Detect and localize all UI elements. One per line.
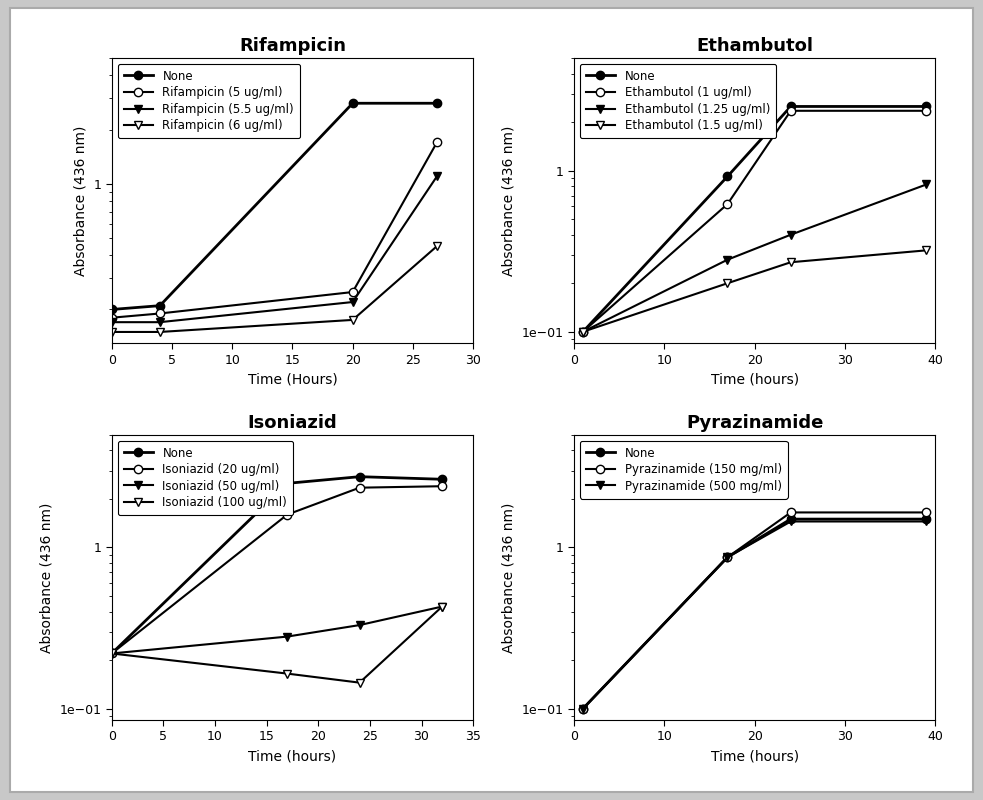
Isoniazid (100 ug/ml) (106, 649, 118, 658)
Ethambutol (1.25 ug/ml) (920, 180, 932, 190)
None (154, 301, 166, 310)
X-axis label: Time (hours): Time (hours) (711, 749, 798, 763)
None (577, 327, 589, 337)
Isoniazid (100 ug/ml) (354, 678, 366, 687)
Ethambutol (1.5 ug/ml) (722, 278, 733, 288)
Pyrazinamide (500 mg/ml) (920, 517, 932, 526)
Rifampicin (6 ug/ml) (432, 242, 443, 251)
Rifampicin (5 ug/ml) (347, 287, 359, 297)
None (281, 478, 293, 488)
Isoniazid (20 ug/ml) (354, 483, 366, 493)
None (432, 98, 443, 108)
None (920, 102, 932, 111)
Rifampicin (5 ug/ml) (432, 138, 443, 147)
Ethambutol (1.5 ug/ml) (784, 258, 796, 267)
None (354, 472, 366, 482)
Pyrazinamide (150 mg/ml) (784, 508, 796, 518)
X-axis label: Time (hours): Time (hours) (249, 749, 336, 763)
Legend: None, Rifampicin (5 ug/ml), Rifampicin (5.5 ug/ml), Rifampicin (6 ug/ml): None, Rifampicin (5 ug/ml), Rifampicin (… (118, 64, 300, 138)
Line: Isoniazid (100 ug/ml): Isoniazid (100 ug/ml) (107, 602, 446, 687)
Pyrazinamide (500 mg/ml) (784, 517, 796, 526)
Legend: None, Pyrazinamide (150 mg/ml), Pyrazinamide (500 mg/ml): None, Pyrazinamide (150 mg/ml), Pyrazina… (580, 441, 787, 498)
Rifampicin (6 ug/ml) (347, 315, 359, 325)
Line: None: None (107, 99, 441, 314)
Pyrazinamide (500 mg/ml) (577, 704, 589, 714)
Line: None: None (579, 102, 931, 336)
Line: Pyrazinamide (500 mg/ml): Pyrazinamide (500 mg/ml) (579, 518, 931, 713)
Rifampicin (5.5 ug/ml) (106, 318, 118, 327)
Y-axis label: Absorbance (436 nm): Absorbance (436 nm) (502, 502, 516, 653)
Ethambutol (1.5 ug/ml) (920, 246, 932, 255)
Pyrazinamide (150 mg/ml) (920, 508, 932, 518)
X-axis label: Time (hours): Time (hours) (711, 372, 798, 386)
Line: None: None (579, 515, 931, 713)
Rifampicin (5.5 ug/ml) (347, 298, 359, 307)
Y-axis label: Absorbance (436 nm): Absorbance (436 nm) (502, 126, 516, 276)
Line: Isoniazid (20 ug/ml): Isoniazid (20 ug/ml) (107, 482, 446, 658)
None (106, 649, 118, 658)
Isoniazid (100 ug/ml) (436, 602, 448, 611)
Ethambutol (1 ug/ml) (722, 199, 733, 209)
Pyrazinamide (500 mg/ml) (722, 553, 733, 562)
Line: Rifampicin (5.5 ug/ml): Rifampicin (5.5 ug/ml) (107, 172, 441, 326)
None (722, 172, 733, 182)
Line: Ethambutol (1.5 ug/ml): Ethambutol (1.5 ug/ml) (579, 246, 931, 336)
Ethambutol (1.25 ug/ml) (784, 230, 796, 239)
Line: Ethambutol (1.25 ug/ml): Ethambutol (1.25 ug/ml) (579, 180, 931, 336)
Rifampicin (5.5 ug/ml) (154, 318, 166, 327)
None (577, 704, 589, 714)
None (920, 514, 932, 524)
None (436, 474, 448, 484)
Y-axis label: Absorbance (436 nm): Absorbance (436 nm) (74, 126, 87, 276)
Title: Isoniazid: Isoniazid (248, 414, 337, 432)
Line: Isoniazid (50 ug/ml): Isoniazid (50 ug/ml) (107, 602, 446, 658)
Title: Pyrazinamide: Pyrazinamide (686, 414, 824, 432)
Rifampicin (5 ug/ml) (154, 309, 166, 318)
None (722, 553, 733, 562)
Isoniazid (50 ug/ml) (436, 602, 448, 611)
None (106, 305, 118, 314)
Ethambutol (1 ug/ml) (577, 327, 589, 337)
None (784, 514, 796, 524)
Rifampicin (6 ug/ml) (106, 327, 118, 337)
Pyrazinamide (150 mg/ml) (577, 704, 589, 714)
Legend: None, Ethambutol (1 ug/ml), Ethambutol (1.25 ug/ml), Ethambutol (1.5 ug/ml): None, Ethambutol (1 ug/ml), Ethambutol (… (580, 64, 776, 138)
Isoniazid (50 ug/ml) (281, 632, 293, 642)
Rifampicin (5 ug/ml) (106, 313, 118, 322)
Line: Ethambutol (1 ug/ml): Ethambutol (1 ug/ml) (579, 106, 931, 336)
Y-axis label: Absorbance (436 nm): Absorbance (436 nm) (39, 502, 54, 653)
Line: Pyrazinamide (150 mg/ml): Pyrazinamide (150 mg/ml) (579, 508, 931, 713)
Line: Rifampicin (5 ug/ml): Rifampicin (5 ug/ml) (107, 138, 441, 322)
Rifampicin (6 ug/ml) (154, 327, 166, 337)
Rifampicin (5.5 ug/ml) (432, 171, 443, 181)
Ethambutol (1 ug/ml) (920, 106, 932, 115)
Ethambutol (1 ug/ml) (784, 106, 796, 115)
Isoniazid (20 ug/ml) (281, 510, 293, 519)
Isoniazid (50 ug/ml) (354, 620, 366, 630)
None (347, 98, 359, 108)
Isoniazid (20 ug/ml) (106, 649, 118, 658)
Ethambutol (1.5 ug/ml) (577, 327, 589, 337)
Ethambutol (1.25 ug/ml) (577, 327, 589, 337)
Pyrazinamide (150 mg/ml) (722, 553, 733, 562)
Title: Rifampicin: Rifampicin (239, 37, 346, 55)
Isoniazid (50 ug/ml) (106, 649, 118, 658)
X-axis label: Time (Hours): Time (Hours) (248, 372, 337, 386)
Line: None: None (107, 473, 446, 658)
Line: Rifampicin (6 ug/ml): Rifampicin (6 ug/ml) (107, 242, 441, 336)
Isoniazid (20 ug/ml) (436, 482, 448, 491)
Legend: None, Isoniazid (20 ug/ml), Isoniazid (50 ug/ml), Isoniazid (100 ug/ml): None, Isoniazid (20 ug/ml), Isoniazid (5… (118, 441, 293, 515)
Ethambutol (1.25 ug/ml) (722, 255, 733, 265)
Title: Ethambutol: Ethambutol (696, 37, 813, 55)
None (784, 102, 796, 111)
Isoniazid (100 ug/ml) (281, 669, 293, 678)
